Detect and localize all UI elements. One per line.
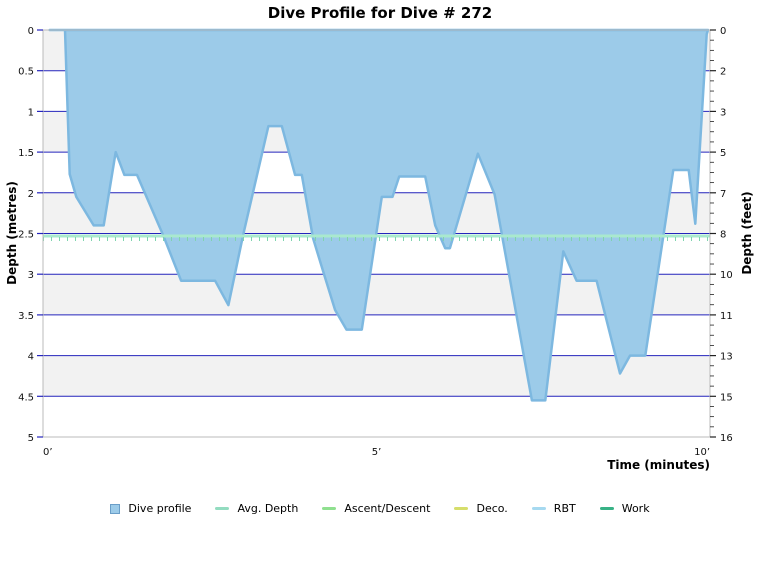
legend-item-deco-: Deco. [454, 502, 508, 515]
left-tick-label: 0.5 [18, 67, 34, 78]
left-tick-label: 3.5 [18, 311, 34, 322]
left-tick-label: 3 [28, 270, 34, 281]
y-axis-label-metres: Depth (metres) [5, 181, 19, 285]
right-tick-label: 11 [720, 311, 733, 322]
legend-item-rbt: RBT [531, 502, 576, 515]
right-tick-label: 8 [720, 230, 726, 241]
right-tick-label: 10 [720, 270, 733, 281]
dive-profile-area [48, 28, 710, 402]
left-tick-label: 0 [28, 26, 34, 37]
right-tick-label: 15 [720, 392, 733, 403]
left-tick-label: 1 [28, 107, 34, 118]
left-tick-label: 4 [28, 352, 34, 363]
legend-label: Work [621, 502, 650, 515]
dive-profile-chart: 0 0.5 1 1.5 2 2.5 3 3.5 4 4.5 5 0 2 3 5 7 8 10 11 13 15 16 0’ 5… [18, 26, 733, 458]
depth-band [43, 355, 710, 397]
legend-item-dive-profile: Dive profile [110, 502, 191, 515]
legend-swatch-line [322, 507, 337, 510]
legend-label: Ascent/Descent [344, 502, 431, 515]
chart-title: Dive Profile for Dive # 272 [267, 4, 493, 22]
legend-item-work: Work [599, 502, 650, 515]
x-tick-label: 0’ [43, 447, 53, 458]
depth-band [43, 314, 710, 356]
legend-label: RBT [553, 502, 576, 515]
legend-item-ascent-descent: Ascent/Descent [322, 502, 430, 515]
right-tick-label: 2 [720, 67, 726, 78]
left-tick-label: 1.5 [18, 148, 34, 159]
x-axis-label-time: Time (minutes) [607, 458, 710, 472]
legend-label: Dive profile [128, 502, 192, 515]
right-tick-label: 7 [720, 189, 726, 200]
depth-band [43, 396, 710, 437]
x-tick-label: 5’ [372, 447, 382, 458]
right-tick-label: 13 [720, 352, 733, 363]
left-tick-label: 4.5 [18, 392, 34, 403]
right-tick-label: 3 [720, 107, 726, 118]
legend-label: Avg. Depth [237, 502, 299, 515]
right-tick-label: 5 [720, 148, 726, 159]
y-axis-label-feet: Depth (feet) [740, 191, 754, 275]
legend-swatch-line [454, 507, 469, 510]
left-tick-label: 2 [28, 189, 34, 200]
legend-item-avg-depth: Avg. Depth [215, 502, 298, 515]
right-tick-label: 0 [720, 26, 726, 37]
legend-swatch-line [215, 507, 230, 510]
x-tick-label: 10’ [694, 447, 710, 458]
legend-swatch-square [110, 503, 121, 514]
chart-legend: Dive profile Avg. Depth Ascent/Descent Deco… [0, 502, 760, 515]
left-tick-label: 2.5 [18, 230, 34, 241]
right-tick-label: 16 [720, 433, 733, 444]
legend-swatch-line [531, 507, 546, 510]
left-tick-label: 5 [28, 433, 34, 444]
legend-swatch-line [599, 507, 614, 510]
legend-label: Deco. [476, 502, 508, 515]
